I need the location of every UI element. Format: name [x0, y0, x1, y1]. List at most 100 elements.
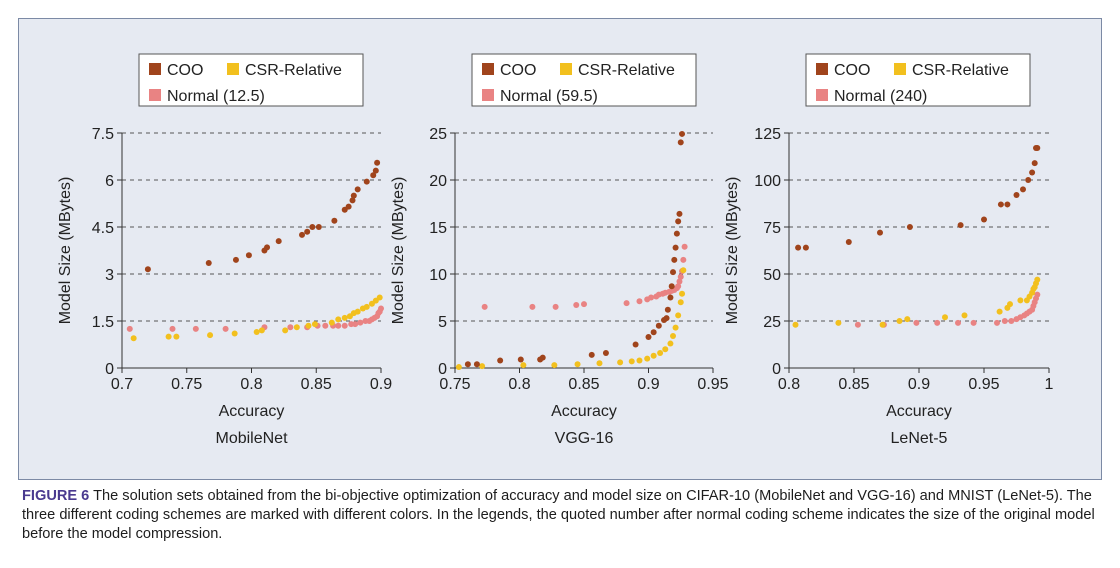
data-point-normal [994, 319, 1000, 326]
legend-swatch-csr [560, 63, 572, 75]
data-point-coo [677, 139, 684, 146]
data-point-csr [258, 327, 265, 334]
data-point-coo [350, 192, 357, 199]
y-tick-label: 15 [429, 220, 447, 237]
data-point-csr [667, 340, 674, 347]
legend-swatch-coo [816, 63, 828, 75]
data-point-csr [628, 358, 635, 365]
data-point-normal [529, 303, 536, 310]
data-point-normal [681, 243, 688, 250]
data-point-coo [668, 283, 675, 290]
data-point-csr [996, 308, 1003, 315]
data-point-csr [520, 362, 527, 369]
data-point-normal [335, 322, 342, 329]
x-tick-label: 0.95 [697, 376, 728, 393]
y-tick-label: 3 [105, 267, 114, 284]
data-point-coo [232, 256, 239, 263]
caption-text: The solution sets obtained from the bi-o… [22, 488, 1095, 542]
data-point-coo [671, 256, 678, 263]
legend-label-normal: Normal (12.5) [167, 88, 265, 105]
data-point-csr [644, 355, 651, 362]
data-point-csr [650, 352, 657, 359]
legend-label-normal: Normal (59.5) [500, 88, 598, 105]
legend-label-csr: CSR-Relative [912, 62, 1009, 79]
x-axis-label: Accuracy [886, 403, 952, 420]
y-tick-label: 0 [772, 361, 781, 378]
x-tick-label: 0.9 [637, 376, 659, 393]
legend-label-csr: CSR-Relative [578, 62, 675, 79]
data-point-normal [1001, 318, 1008, 324]
data-point-csr [173, 333, 180, 340]
data-point-csr [231, 330, 238, 337]
data-point-coo [664, 306, 671, 313]
data-point-normal [636, 298, 643, 305]
data-point-coo [309, 224, 316, 230]
data-point-coo [663, 315, 670, 322]
data-point-coo [464, 361, 471, 368]
data-point-coo [997, 201, 1004, 208]
data-point-normal [581, 301, 587, 308]
y-tick-label: 10 [429, 267, 447, 284]
data-point-normal [854, 321, 861, 328]
legend-label-coo: COO [500, 62, 536, 79]
data-point-coo [372, 167, 379, 174]
data-point-csr [596, 360, 603, 367]
data-point-normal [287, 324, 294, 331]
data-point-coo [245, 252, 252, 259]
data-point-coo [1034, 145, 1041, 152]
data-point-coo [650, 329, 657, 336]
data-point-csr [961, 312, 968, 319]
data-point-coo [497, 357, 504, 364]
x-tick-label: 0.8 [508, 376, 530, 393]
x-tick-label: 0.95 [968, 376, 999, 393]
x-axis-label: Accuracy [551, 403, 617, 420]
legend-label-coo: COO [834, 62, 870, 79]
data-point-normal [934, 319, 941, 326]
data-point-coo [144, 266, 151, 273]
data-point-coo [588, 351, 595, 358]
data-point-normal [676, 278, 683, 285]
data-point-coo [672, 244, 679, 251]
data-point-normal [648, 294, 655, 301]
data-point-normal [955, 319, 961, 326]
data-point-csr [354, 308, 361, 315]
data-point-csr [130, 335, 137, 342]
data-point-csr [1007, 301, 1013, 308]
data-point-normal [222, 325, 229, 332]
data-point-normal [573, 302, 580, 309]
data-point-coo [632, 341, 639, 348]
data-point-csr [617, 359, 624, 366]
legend-swatch-csr [227, 63, 239, 75]
data-point-normal [623, 300, 630, 307]
data-point-coo [906, 224, 913, 230]
data-point-csr [680, 267, 687, 274]
legend-label-coo: COO [167, 62, 203, 79]
y-axis-label: Model Size (MBytes) [724, 177, 741, 325]
data-point-normal [552, 303, 559, 310]
data-point-csr [657, 349, 664, 356]
data-point-coo [370, 172, 377, 179]
y-axis-label: Model Size (MBytes) [390, 177, 407, 325]
data-point-coo [1029, 169, 1036, 176]
data-point-csr [293, 324, 300, 331]
data-point-coo [981, 216, 987, 223]
data-point-coo [331, 217, 338, 224]
data-point-csr [904, 316, 911, 323]
data-point-csr [879, 321, 886, 328]
data-point-coo [602, 349, 609, 356]
data-point-csr [479, 363, 486, 370]
subplot-title: MobileNet [215, 430, 288, 447]
data-point-normal [378, 305, 384, 312]
data-point-coo [374, 159, 381, 166]
data-point-csr [670, 333, 677, 340]
data-point-coo [304, 228, 311, 235]
data-point-coo [1031, 160, 1038, 167]
data-point-coo [1013, 192, 1020, 199]
data-point-csr [835, 319, 842, 326]
data-point-coo [667, 294, 674, 301]
y-tick-label: 0 [105, 361, 114, 378]
y-tick-label: 20 [429, 173, 447, 190]
data-point-coo [676, 210, 683, 217]
data-point-normal [352, 321, 359, 328]
legend-swatch-coo [149, 63, 161, 75]
